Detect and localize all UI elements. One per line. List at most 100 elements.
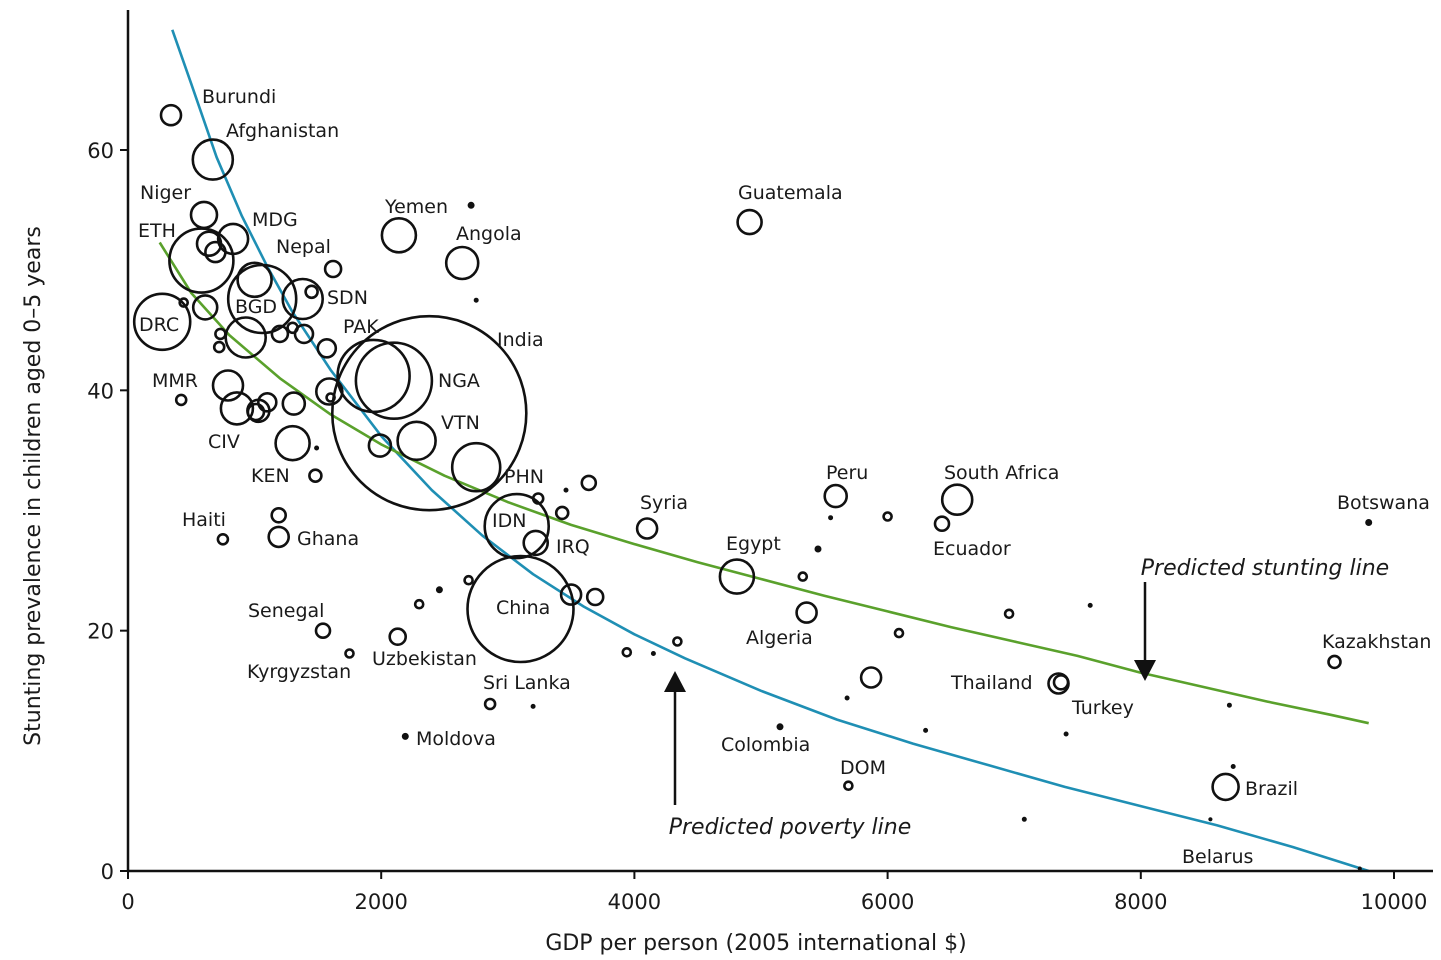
data-point (354, 341, 434, 421)
label-colombia: Colombia (721, 734, 810, 756)
poverty-line-annotation: Predicted poverty line (664, 671, 911, 840)
point-ken (274, 424, 311, 462)
point-drc (132, 292, 192, 352)
label-afghanistan: Afghanistan (226, 120, 339, 142)
point-moldova (401, 732, 409, 740)
data-point (882, 511, 893, 522)
label-irq: IRQ (556, 536, 590, 558)
point-kazakhstan (1327, 654, 1342, 670)
label-sri-lanka: Sri Lanka (483, 672, 571, 694)
point-mmr (211, 369, 245, 402)
data-point (367, 433, 393, 458)
data-point (1003, 608, 1015, 620)
label-senegal: Senegal (248, 600, 324, 622)
data-point (893, 627, 905, 639)
label-mdg: MDG (252, 209, 298, 231)
data-point (214, 327, 227, 341)
label-kyrgyzstan: Kyrgyzstan (247, 661, 351, 683)
point-senegal (314, 622, 332, 640)
point-yemen (380, 217, 418, 254)
label-ken: KEN (251, 465, 290, 487)
point-south-africa (940, 483, 974, 517)
x-ticks-layer: 0 2000 4000 6000 8000 10000 (121, 871, 1427, 914)
label-bgd: BGD (235, 296, 277, 318)
label-civ: CIV (208, 431, 240, 453)
point-syria (635, 517, 659, 540)
y-ticks-layer: 0 20 40 60 (87, 139, 128, 884)
x-tick-label: 6000 (861, 890, 914, 914)
point-uzbekistan (388, 627, 408, 647)
data-point (435, 586, 443, 594)
data-point (204, 240, 227, 264)
label-moldova: Moldova (416, 728, 496, 750)
data-point (621, 646, 633, 658)
point-peru (823, 483, 849, 509)
data-point (316, 337, 338, 359)
point-colombia (776, 723, 784, 731)
point-sri-lanka (483, 697, 497, 711)
data-point (1226, 702, 1232, 708)
x-tick-label: 4000 (608, 890, 661, 914)
y-axis-title: Stunting prevalence in children aged 0–5… (21, 226, 46, 746)
x-axis-title: GDP per person (2005 international $) (545, 931, 966, 956)
data-point (178, 297, 189, 308)
point-burundi (159, 103, 183, 127)
data-point (304, 284, 319, 300)
data-point (1087, 602, 1093, 608)
label-china: China (496, 597, 550, 619)
label-guatemala: Guatemala (738, 182, 843, 204)
label-burundi: Burundi (202, 86, 276, 108)
data-point (1052, 673, 1070, 691)
point-eth (168, 227, 235, 294)
point-belarus (1357, 866, 1362, 871)
data-point (286, 321, 299, 335)
label-eth: ETH (138, 220, 176, 242)
point-botswana (1365, 519, 1373, 526)
label-belarus: Belarus (1182, 846, 1253, 868)
data-point (828, 515, 834, 521)
point-kyrgyzstan (344, 648, 355, 659)
point-idn (483, 492, 551, 560)
data-point (308, 468, 323, 484)
data-point (530, 703, 536, 709)
data-point (672, 636, 683, 647)
point-angola (444, 245, 480, 281)
point-phn (450, 441, 502, 493)
point-irq (522, 529, 550, 557)
label-ecuador: Ecuador (933, 538, 1011, 560)
label-mmr: MMR (152, 370, 198, 392)
data-point (191, 294, 219, 321)
predicted-poverty-line-curve (171, 29, 1370, 873)
label-vtn: VTN (441, 412, 480, 434)
data-point (559, 583, 583, 606)
data-point (212, 340, 226, 354)
data-point (246, 402, 266, 422)
label-sdn: SDN (327, 287, 368, 309)
point-ecuador (933, 515, 951, 533)
data-point (844, 695, 850, 701)
label-pak: PAK (343, 316, 379, 338)
y-tick-label: 40 (87, 379, 114, 403)
data-point (814, 545, 822, 553)
point-guatemala (736, 208, 763, 236)
point-haiti (216, 532, 230, 546)
stunting-line-annotation: Predicted stunting line (1134, 556, 1389, 681)
label-phn: PHN (504, 466, 544, 488)
point-afghanistan (191, 138, 235, 181)
point-algeria (795, 601, 818, 624)
data-point (923, 727, 929, 733)
data-point (473, 297, 479, 303)
label-thailand: Thailand (950, 672, 1033, 694)
label-kazakhstan: Kazakhstan (1322, 631, 1431, 653)
point-pak (293, 323, 315, 345)
label-yemen: Yemen (384, 196, 448, 218)
data-point (270, 324, 290, 344)
label-india: India (497, 329, 544, 351)
label-uzbekistan: Uzbekistan (372, 648, 477, 670)
poverty-line-arrow-head (664, 671, 686, 692)
label-idn: IDN (492, 510, 526, 532)
point-civ (219, 391, 255, 426)
label-dom: DOM (840, 757, 886, 779)
x-tick-label: 8000 (1114, 890, 1167, 914)
point-vtn (396, 420, 437, 462)
